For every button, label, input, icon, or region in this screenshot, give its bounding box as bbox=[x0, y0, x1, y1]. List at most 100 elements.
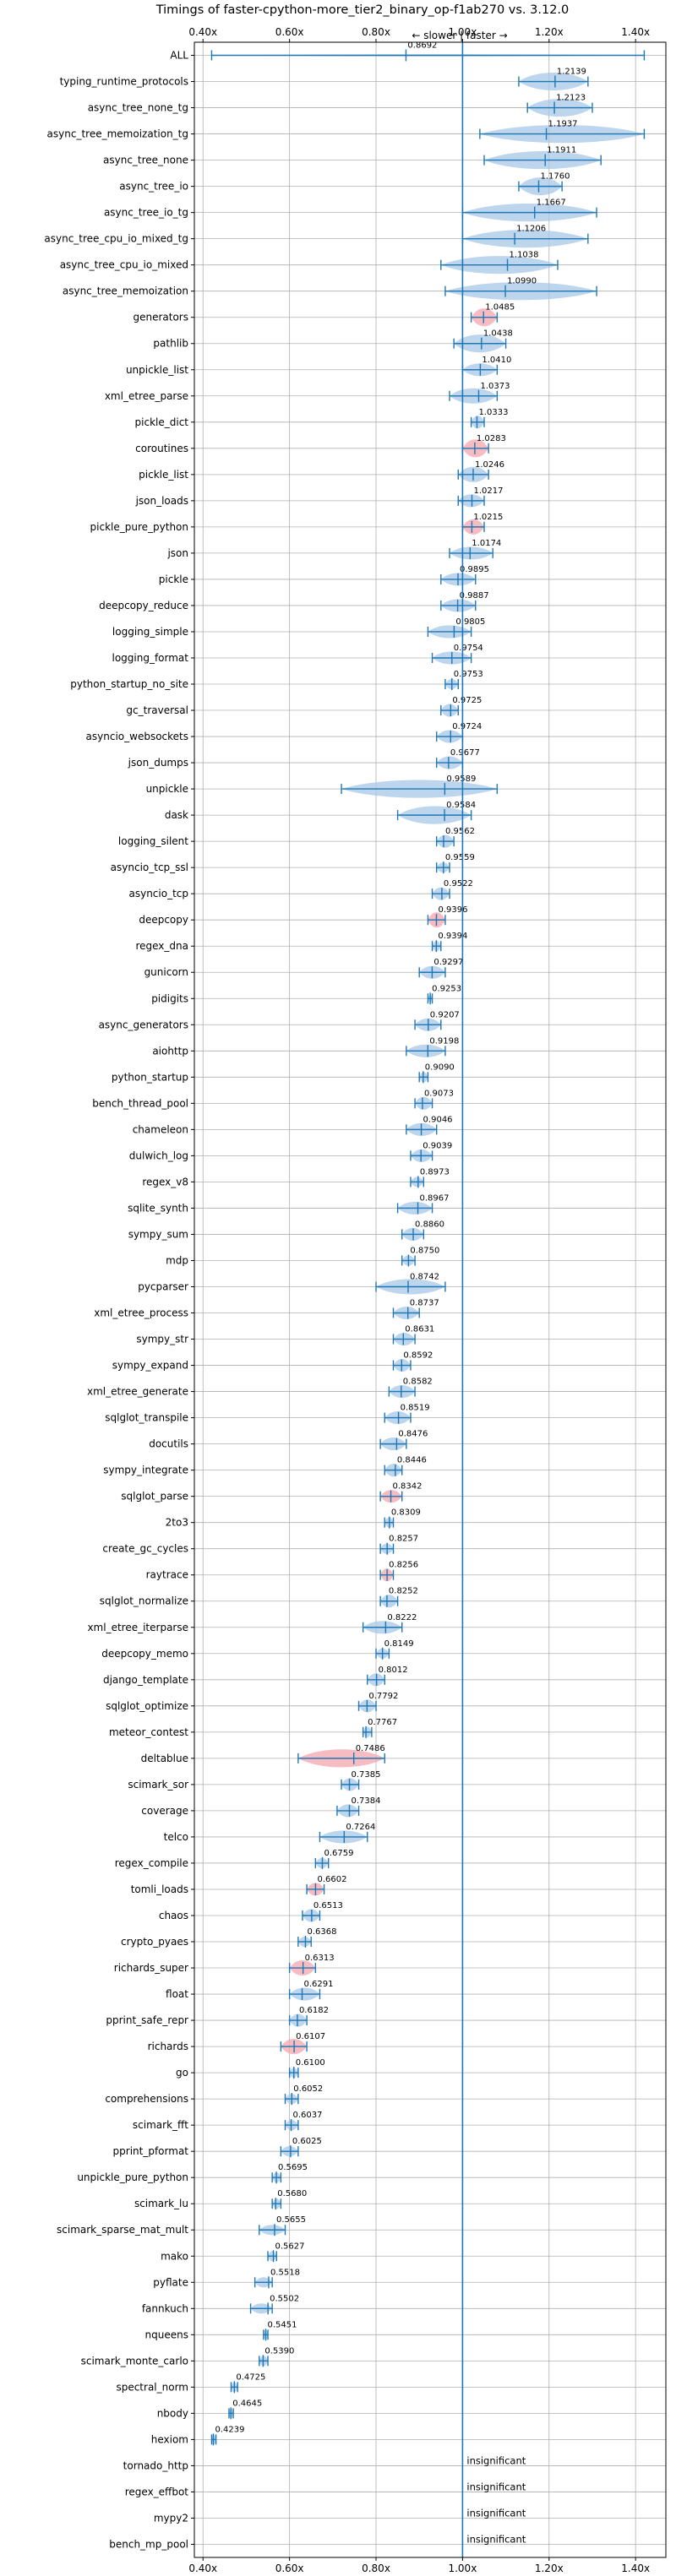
value-label: 1.1206 bbox=[516, 225, 546, 234]
benchmark-label: sympy_expand bbox=[112, 1360, 188, 1372]
value-label: 1.0373 bbox=[480, 382, 510, 391]
x-tick-label-top: 0.60x bbox=[275, 26, 304, 38]
value-label: 0.9198 bbox=[429, 1036, 459, 1046]
benchmark-label: telco bbox=[164, 1831, 188, 1843]
value-label: 0.9725 bbox=[452, 696, 482, 705]
value-label: 0.5502 bbox=[270, 2294, 299, 2303]
benchmark-label: async_tree_none bbox=[103, 155, 188, 166]
value-label: 0.9073 bbox=[424, 1089, 454, 1098]
value-label: 0.8012 bbox=[379, 1666, 408, 1675]
value-label: 0.8750 bbox=[410, 1246, 439, 1255]
value-label: 0.6182 bbox=[299, 2006, 329, 2015]
benchmark-label: unpickle bbox=[146, 783, 188, 795]
violins: 0.8692 1.2139 1.2123 1.1937 1.1911 1.1760 1.16… bbox=[210, 41, 646, 2545]
value-label: 1.0485 bbox=[485, 303, 515, 312]
benchmark-label: async_tree_none_tg bbox=[88, 102, 188, 114]
benchmark-label: docutils bbox=[149, 1438, 188, 1450]
benchmark-label: sympy_str bbox=[136, 1334, 188, 1345]
value-label: 0.8860 bbox=[415, 1220, 444, 1229]
benchmark-label: logging_format bbox=[112, 652, 188, 664]
value-label: 0.9584 bbox=[446, 801, 476, 810]
value-label: 0.8692 bbox=[407, 41, 437, 51]
benchmark-label: comprehensions bbox=[105, 2093, 188, 2105]
benchmark-label: regex_effbot bbox=[125, 2486, 189, 2497]
benchmark-label: gc_traversal bbox=[126, 704, 188, 716]
value-label: 0.9046 bbox=[423, 1115, 453, 1124]
insignificant-label: insignificant bbox=[466, 2454, 526, 2466]
value-label: 0.5655 bbox=[276, 2215, 306, 2225]
benchmark-label: xml_etree_iterparse bbox=[87, 1622, 188, 1633]
x-tick-label-top: 1.00x bbox=[448, 26, 477, 38]
value-label: 0.4239 bbox=[215, 2425, 244, 2434]
value-label: 0.6368 bbox=[307, 1927, 336, 1937]
benchmark-label: typing_runtime_protocols bbox=[60, 76, 188, 88]
value-label: 0.8252 bbox=[389, 1587, 418, 1596]
value-label: 1.1911 bbox=[547, 146, 576, 155]
benchmark-label: sympy_integrate bbox=[103, 1465, 188, 1476]
value-label: 0.6037 bbox=[293, 2111, 323, 2120]
benchmark-label: asyncio_tcp bbox=[128, 888, 188, 899]
value-label: 0.6759 bbox=[324, 1849, 353, 1858]
benchmark-label: dulwich_log bbox=[129, 1149, 188, 1161]
x-tick-label-bottom: 1.00x bbox=[448, 2562, 477, 2574]
value-label: 0.9396 bbox=[438, 905, 467, 915]
benchmark-label: coroutines bbox=[135, 443, 188, 454]
benchmark-label: hexiom bbox=[151, 2433, 188, 2445]
value-label: 1.2123 bbox=[556, 94, 586, 103]
value-label: 1.0333 bbox=[478, 408, 508, 417]
value-label: 0.7792 bbox=[368, 1692, 398, 1701]
value-label: 0.6313 bbox=[305, 1954, 335, 1963]
benchmark-label: tornado_http bbox=[123, 2459, 188, 2471]
value-label: 0.9090 bbox=[425, 1062, 455, 1072]
benchmark-label: async_generators bbox=[99, 1019, 188, 1030]
benchmark-label: scimark_sparse_mat_mult bbox=[57, 2224, 188, 2236]
benchmark-label: mako bbox=[161, 2250, 188, 2262]
value-label: 1.2139 bbox=[557, 68, 586, 77]
value-label: 1.0283 bbox=[477, 434, 506, 443]
benchmark-label: pathlib bbox=[153, 338, 188, 350]
value-label: 0.9677 bbox=[450, 748, 480, 758]
benchmark-label: logging_simple bbox=[112, 626, 188, 638]
benchmark-label: unpickle_pure_python bbox=[77, 2171, 188, 2183]
benchmark-label: pycparser bbox=[138, 1280, 188, 1292]
benchmark-label: go bbox=[176, 2067, 188, 2079]
benchmark-label: bench_mp_pool bbox=[109, 2538, 188, 2550]
benchmark-label: django_template bbox=[103, 1674, 188, 1686]
benchmark-label: sympy_sum bbox=[128, 1228, 188, 1240]
value-label: 0.9895 bbox=[460, 565, 489, 574]
benchmark-label: sqlglot_transpile bbox=[105, 1412, 188, 1424]
benchmark-label: scimark_sor bbox=[128, 1779, 188, 1791]
value-label: 0.5627 bbox=[275, 2242, 305, 2251]
value-label: 0.4725 bbox=[236, 2372, 265, 2382]
value-label: 0.8742 bbox=[410, 1272, 439, 1281]
benchmark-label: coverage bbox=[141, 1805, 188, 1817]
benchmark-label: scimark_monte_carlo bbox=[81, 2355, 188, 2367]
value-label: 0.6052 bbox=[293, 2084, 323, 2094]
value-label: 1.1937 bbox=[548, 120, 578, 129]
x-tick-label-bottom: 1.20x bbox=[535, 2562, 564, 2574]
plot-frame bbox=[194, 41, 667, 2558]
benchmark-label: python_startup bbox=[112, 1071, 188, 1083]
value-label: 0.9724 bbox=[452, 722, 482, 731]
benchmark-label: 2to3 bbox=[166, 1517, 188, 1529]
value-label: 1.0410 bbox=[482, 356, 511, 365]
benchmark-label: meteor_contest bbox=[109, 1726, 188, 1738]
benchmark-label: gunicorn bbox=[144, 966, 188, 978]
benchmark-label: async_tree_io bbox=[119, 181, 188, 193]
benchmark-label: pickle bbox=[159, 573, 188, 585]
benchmark-label: create_gc_cycles bbox=[102, 1543, 188, 1555]
benchmark-label: json_dumps bbox=[128, 757, 188, 769]
value-label: 0.8446 bbox=[397, 1456, 427, 1465]
value-label: 0.4645 bbox=[232, 2399, 262, 2408]
benchmark-label: scimark_fft bbox=[133, 2119, 188, 2131]
value-label: 0.6513 bbox=[313, 1901, 343, 1910]
value-label: 0.9039 bbox=[422, 1141, 452, 1150]
value-label: 0.7767 bbox=[368, 1718, 397, 1727]
benchmark-label: scimark_lu bbox=[134, 2198, 188, 2209]
value-label: 1.1667 bbox=[537, 198, 566, 208]
benchmark-label: raytrace bbox=[146, 1569, 188, 1581]
benchmark-label: unpickle_list bbox=[126, 364, 188, 376]
value-label: 0.9805 bbox=[455, 617, 485, 627]
benchmark-label: generators bbox=[133, 312, 188, 323]
benchmark-label: richards_super bbox=[114, 1962, 188, 1974]
